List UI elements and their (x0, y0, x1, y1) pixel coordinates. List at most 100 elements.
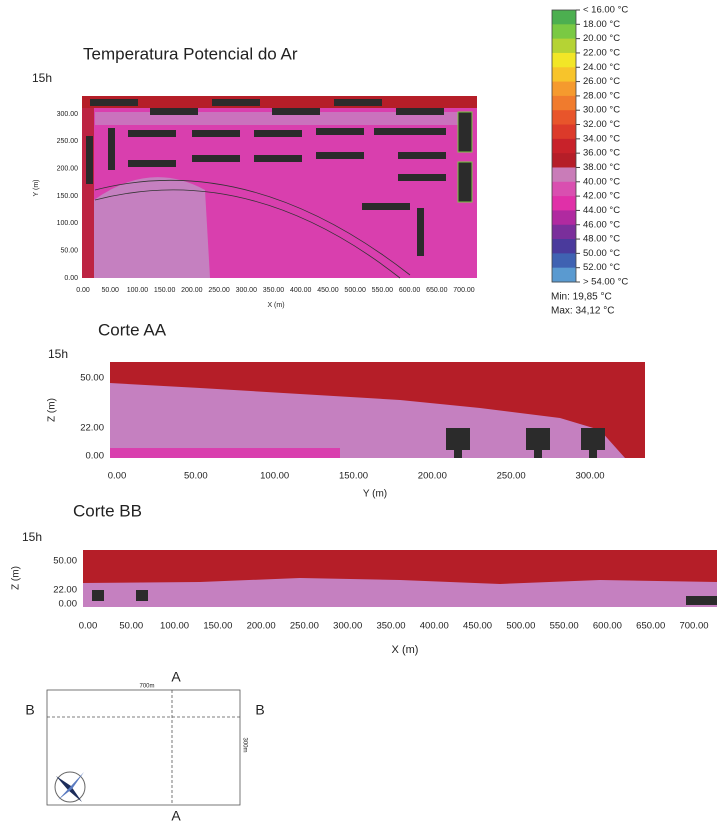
x-tick-label: 300.00 (575, 471, 604, 482)
x-axis-label: X (m) (392, 644, 419, 656)
legend-label: 44.00 °C (583, 205, 620, 216)
legend-swatch (552, 38, 576, 54)
y-tick-label: 0.00 (64, 275, 78, 282)
x-tick-label: 250.00 (290, 621, 319, 632)
legend-min: Min: 19,85 °C (551, 292, 612, 303)
section-title: Corte AA (98, 320, 167, 339)
x-tick-label: 650.00 (636, 621, 665, 632)
y-tick-label: 300.00 (57, 111, 79, 118)
x-tick-label: 400.00 (290, 287, 312, 294)
y-axis-label: Z (m) (11, 566, 22, 590)
x-tick-label: 200.00 (247, 621, 276, 632)
legend-swatch (552, 153, 576, 168)
legend-label: 52.00 °C (583, 262, 620, 273)
dimension-label: 700m (139, 684, 154, 690)
y-tick-label: 150.00 (57, 193, 79, 200)
y-tick-label: 100.00 (57, 220, 79, 227)
x-tick-label: 0.00 (79, 621, 98, 632)
legend-label: 22.00 °C (583, 47, 620, 58)
legend-label: 36.00 °C (583, 148, 620, 159)
x-tick-label: 0.00 (108, 471, 127, 482)
x-tick-label: 550.00 (550, 621, 579, 632)
legend-label: 32.00 °C (583, 119, 620, 130)
section-marker: B (255, 702, 264, 718)
x-tick-label: 500.00 (344, 287, 366, 294)
legend-frame (551, 9, 577, 283)
y-tick-label: 250.00 (57, 138, 79, 145)
y-axis-label: Y (m) (33, 180, 40, 197)
x-tick-label: 450.00 (317, 287, 339, 294)
legend-swatch (552, 24, 576, 40)
map-plot (82, 96, 477, 279)
x-tick-label: 300.00 (236, 287, 258, 294)
x-tick-label: 100.00 (127, 287, 149, 294)
legend-swatch (552, 167, 576, 183)
x-tick-label: 250.00 (208, 287, 230, 294)
x-tick-label: 600.00 (593, 621, 622, 632)
legend-swatch (552, 210, 576, 226)
section-bb-plot (83, 550, 717, 607)
y-tick-label: 22.00 (53, 585, 77, 596)
y-tick-label: 50.00 (60, 248, 78, 255)
legend-label: 38.00 °C (583, 162, 620, 173)
legend-label: 40.00 °C (583, 176, 620, 187)
x-tick-label: 600.00 (399, 287, 421, 294)
x-tick-label: 50.00 (119, 621, 143, 632)
section-aa-plot (110, 362, 645, 458)
section-marker: A (171, 808, 181, 824)
x-tick-label: 100.00 (160, 621, 189, 632)
x-tick-label: 350.00 (376, 621, 405, 632)
x-axis-label: Y (m) (363, 489, 387, 500)
x-tick-label: 550.00 (372, 287, 394, 294)
legend-swatch (552, 124, 576, 140)
section-marker: B (25, 702, 34, 718)
x-tick-label: 250.00 (497, 471, 526, 482)
legend-swatch (552, 138, 576, 154)
x-tick-label: 50.00 (184, 471, 208, 482)
section-marker: A (171, 669, 181, 685)
legend-label: 28.00 °C (583, 90, 620, 101)
x-tick-label: 500.00 (506, 621, 535, 632)
site-plan (46, 689, 241, 806)
x-tick-label: 650.00 (426, 287, 448, 294)
legend-label: 42.00 °C (583, 191, 620, 202)
x-tick-label: 350.00 (263, 287, 285, 294)
x-tick-label: 150.00 (154, 287, 176, 294)
legend-swatch (552, 110, 576, 126)
legend-label: 24.00 °C (583, 62, 620, 73)
legend-label: < 16.00 °C (583, 5, 628, 16)
x-tick-label: 200.00 (418, 471, 447, 482)
legend: < 16.00 °C 18.00 °C 20.00 °C 22.00 °C 24.00 … (551, 5, 628, 288)
y-tick-label: 0.00 (59, 599, 78, 610)
legend-label: 50.00 °C (583, 248, 620, 259)
legend-swatch (552, 181, 576, 197)
legend-label: 48.00 °C (583, 234, 620, 245)
legend-label: 34.00 °C (583, 133, 620, 144)
y-tick-label: 0.00 (86, 451, 105, 462)
x-tick-label: 50.00 (101, 287, 119, 294)
legend-label: 26.00 °C (583, 76, 620, 87)
x-tick-label: 150.00 (203, 621, 232, 632)
map-title: Temperatura Potencial do Ar (83, 44, 298, 63)
x-tick-label: 300.00 (333, 621, 362, 632)
legend-label: > 54.00 °C (583, 277, 628, 288)
legend-swatch (552, 253, 576, 269)
legend-swatch (552, 67, 576, 83)
x-tick-label: 700.00 (679, 621, 708, 632)
legend-swatch (552, 267, 576, 283)
legend-label: 46.00 °C (583, 219, 620, 230)
x-tick-label: 400.00 (420, 621, 449, 632)
time-label: 15h (48, 347, 68, 361)
legend-swatch (552, 52, 576, 68)
y-axis-label: Z (m) (47, 398, 58, 422)
x-tick-label: 700.00 (453, 287, 475, 294)
section-title: Corte BB (73, 501, 142, 520)
time-label: 15h (32, 71, 52, 85)
y-tick-label: 50.00 (80, 373, 104, 384)
legend-swatch (552, 81, 576, 97)
x-tick-label: 0.00 (76, 287, 90, 294)
time-label: 15h (22, 530, 42, 544)
x-axis-label: X (m) (267, 302, 284, 309)
